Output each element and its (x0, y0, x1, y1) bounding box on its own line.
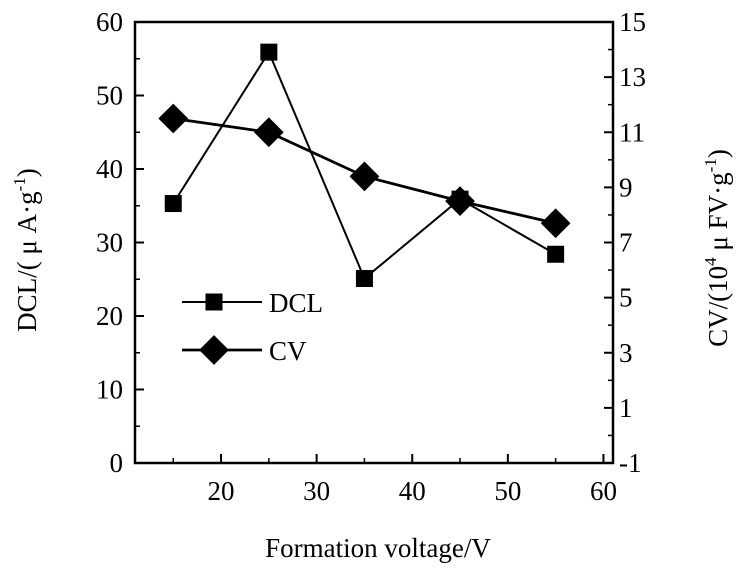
left-tick-label: 20 (96, 301, 123, 331)
x-tick-label: 30 (303, 476, 330, 506)
right-y-axis-title-sup1: 4 (701, 257, 720, 266)
right-tick-label: -1 (619, 448, 642, 478)
right-tick-label: 11 (619, 117, 645, 147)
right-tick-label: 15 (619, 7, 646, 37)
left-y-axis-title-base: DCL/( μ A·g (12, 191, 42, 331)
legend-cv-marker (199, 335, 229, 365)
cv-data-point (349, 161, 380, 192)
left-tick-label: 50 (96, 81, 123, 111)
plot-border (133, 20, 615, 465)
cv-data-point (158, 103, 189, 134)
dcl-data-point (260, 43, 278, 61)
dcl-data-point (355, 270, 373, 288)
cv-data-point (445, 186, 475, 217)
left-y-axis: 0 10 20 30 40 50 60 (96, 7, 144, 478)
series-layer (158, 43, 571, 288)
x-tick-label: 50 (494, 476, 521, 506)
left-y-axis-title-sup: -1 (10, 177, 29, 191)
right-y-axis-title: CV/(104 μ FV·g-1) (701, 149, 733, 347)
cv-data-point (540, 208, 571, 239)
left-tick-label: 40 (96, 154, 123, 184)
left-tick-label: 10 (96, 375, 123, 405)
dcl-data-point (547, 245, 565, 263)
left-tick-label: 60 (96, 7, 123, 37)
legend-cv-label: CV (269, 336, 307, 366)
cv-data-point (253, 117, 284, 148)
x-axis: 20 30 40 50 60 (172, 454, 617, 506)
left-y-axis-title-tail: ) (12, 168, 42, 177)
right-y-axis-title-base: CV/(10 (703, 266, 733, 347)
right-tick-label: 9 (619, 172, 633, 202)
dcl-data-point (164, 195, 182, 213)
left-tick-label: 0 (110, 448, 124, 478)
right-y-axis-title-tail: ) (703, 149, 733, 158)
legend-dcl-label: DCL (269, 288, 323, 318)
x-tick-label: 40 (399, 476, 426, 506)
x-axis-title: Formation voltage/V (265, 533, 491, 563)
right-y-axis-title-mid: μ FV·g (703, 172, 733, 257)
right-tick-label: 13 (619, 62, 646, 92)
left-y-axis-title: DCL/( μ A·g-1) (10, 168, 42, 332)
x-tick-label: 20 (208, 476, 235, 506)
right-y-axis-title-sup2: -1 (701, 158, 720, 172)
legend-dcl-marker (205, 293, 223, 311)
right-tick-label: 1 (619, 393, 633, 423)
legend: DCL CV (182, 288, 323, 366)
right-tick-label: 3 (619, 338, 633, 368)
plot-frame (133, 20, 615, 465)
right-tick-label: 7 (619, 228, 633, 258)
left-tick-label: 30 (96, 228, 123, 258)
right-tick-label: 5 (619, 283, 633, 313)
x-tick-label: 60 (590, 476, 617, 506)
